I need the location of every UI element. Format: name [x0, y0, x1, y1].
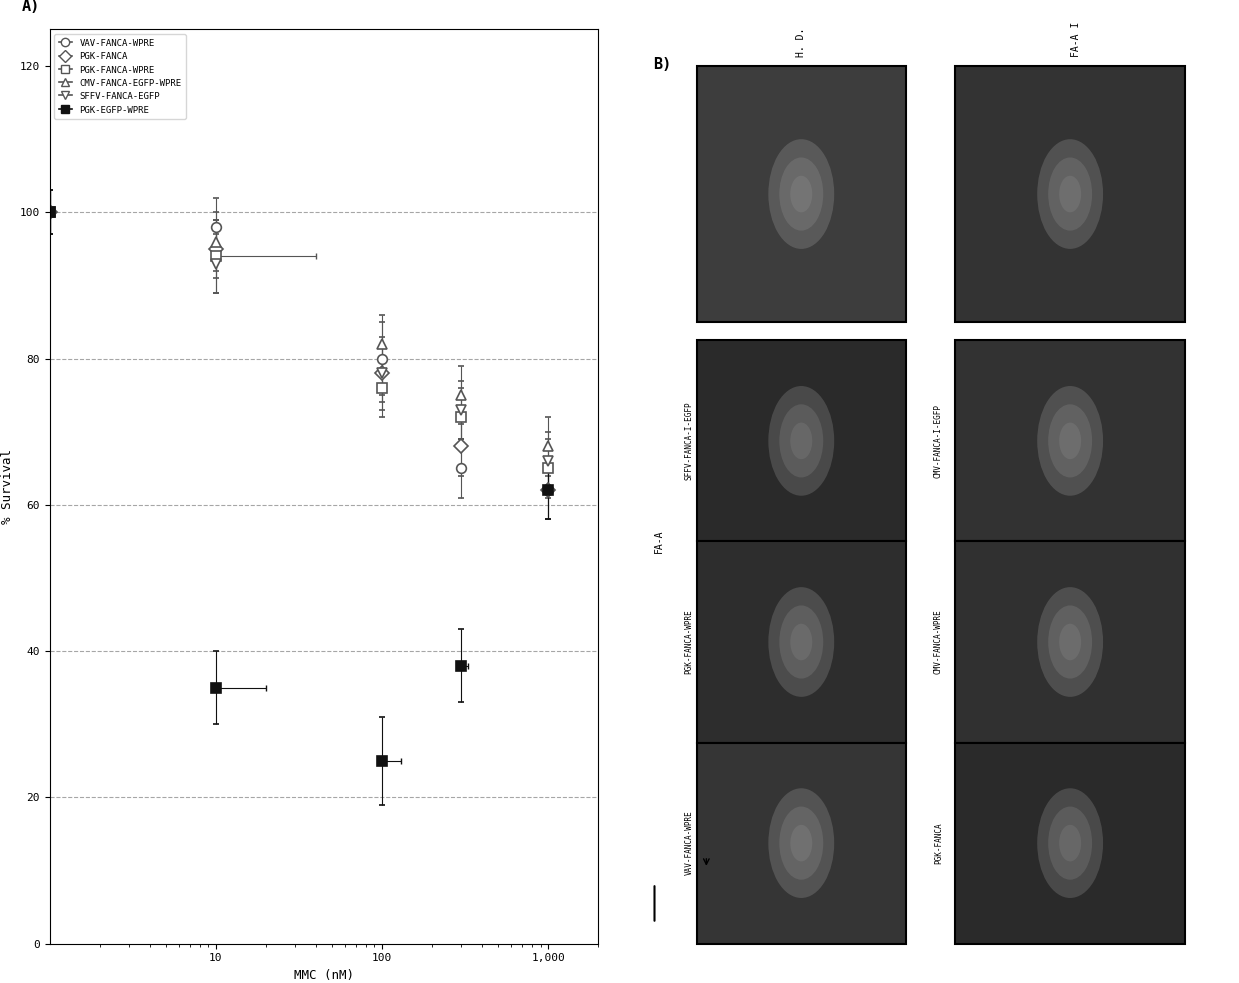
Bar: [955, 66, 1186, 322]
Text: CMV-FANCA-WPRE: CMV-FANCA-WPRE: [934, 609, 943, 674]
Circle shape: [790, 176, 813, 212]
Circle shape: [768, 788, 834, 898]
Legend: VAV-FANCA-WPRE, PGK-FANCA, PGK-FANCA-WPRE, CMV-FANCA-EGFP-WPRE, SFFV-FANCA-EGFP,: VAV-FANCA-WPRE, PGK-FANCA, PGK-FANCA-WPR…: [55, 34, 186, 119]
Text: CMV-FANCA-I-EGFP: CMV-FANCA-I-EGFP: [934, 404, 943, 478]
Circle shape: [779, 157, 823, 231]
Text: FA-A I: FA-A I: [1070, 22, 1080, 57]
Circle shape: [1048, 157, 1092, 231]
Circle shape: [779, 404, 823, 478]
Circle shape: [779, 606, 823, 678]
Text: B): B): [653, 57, 672, 72]
Circle shape: [790, 623, 813, 661]
Circle shape: [779, 806, 823, 880]
Circle shape: [790, 825, 813, 861]
Circle shape: [1037, 788, 1103, 898]
Text: PGK-FANCA: PGK-FANCA: [934, 823, 943, 864]
Circle shape: [1059, 176, 1082, 212]
Bar: [955, 340, 1186, 542]
Circle shape: [1037, 587, 1103, 697]
Bar: [698, 66, 906, 322]
Text: PGK-FANCA-WPRE: PGK-FANCA-WPRE: [684, 609, 694, 674]
Text: VAV-FANCA-WPRE: VAV-FANCA-WPRE: [684, 811, 694, 876]
Circle shape: [1048, 806, 1092, 880]
Circle shape: [1059, 423, 1082, 459]
Circle shape: [790, 423, 813, 459]
Circle shape: [768, 386, 834, 495]
Circle shape: [1048, 404, 1092, 478]
Circle shape: [1048, 606, 1092, 678]
Text: A): A): [22, 0, 41, 14]
Circle shape: [1059, 825, 1082, 861]
X-axis label: MMC (nM): MMC (nM): [294, 969, 354, 982]
Circle shape: [1059, 623, 1082, 661]
Y-axis label: % Survival: % Survival: [1, 449, 14, 524]
Text: H. D.: H. D.: [797, 28, 807, 57]
Text: FA-A: FA-A: [654, 530, 664, 553]
Bar: [955, 742, 1186, 944]
Circle shape: [1037, 386, 1103, 495]
Bar: [698, 742, 906, 944]
Text: SFFV-FANCA-I-EGFP: SFFV-FANCA-I-EGFP: [684, 402, 694, 480]
Bar: [698, 340, 906, 542]
Bar: [955, 542, 1186, 742]
Bar: [698, 542, 906, 742]
Circle shape: [768, 140, 834, 249]
Circle shape: [1037, 140, 1103, 249]
Circle shape: [768, 587, 834, 697]
